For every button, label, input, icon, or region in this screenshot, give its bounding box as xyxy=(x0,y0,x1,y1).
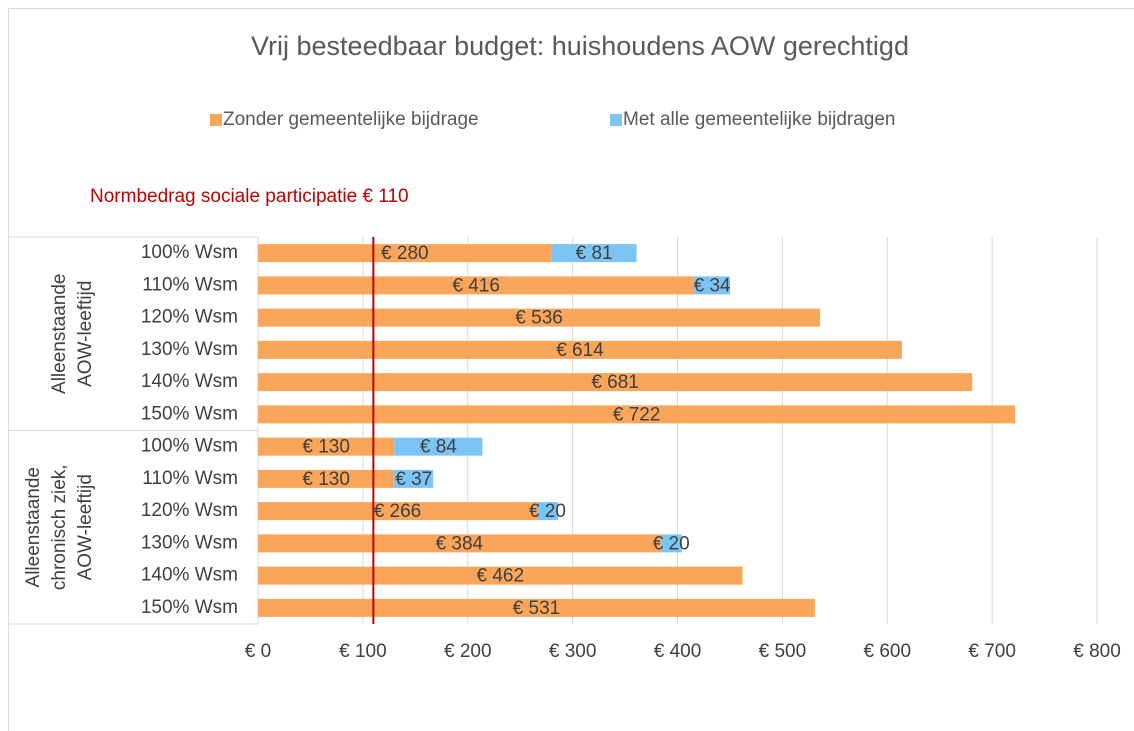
group-label: Alleenstaande xyxy=(23,467,44,587)
y-tick-label: 120% Wsm xyxy=(141,307,238,328)
y-tick-label: 110% Wsm xyxy=(142,468,238,489)
data-label: € 416 xyxy=(452,275,500,296)
bar xyxy=(258,598,815,617)
data-label: € 81 xyxy=(576,243,613,264)
bar xyxy=(394,469,434,488)
reference-label: Normbedrag sociale participatie € 110 xyxy=(90,186,409,207)
y-tick-label: 100% Wsm xyxy=(141,242,238,263)
bar xyxy=(660,534,682,553)
bar xyxy=(258,308,821,327)
x-tick-label: € 700 xyxy=(968,641,1016,662)
group-label: chronisch ziek, xyxy=(49,464,70,590)
chart-title: Vrij besteedbaar budget: huishoudens AOW… xyxy=(251,31,909,61)
data-label: € 130 xyxy=(302,437,350,458)
data-label: € 34 xyxy=(694,275,731,296)
data-label: € 531 xyxy=(513,598,561,619)
legend-swatch xyxy=(210,114,222,126)
y-tick-label: 140% Wsm xyxy=(141,565,238,586)
legend-swatch xyxy=(610,114,622,126)
data-label: € 266 xyxy=(374,501,422,522)
bar xyxy=(258,373,973,392)
x-tick-label: € 300 xyxy=(549,641,597,662)
y-tick-label: 110% Wsm xyxy=(142,274,238,295)
y-tick-label: 100% Wsm xyxy=(141,436,238,457)
data-label: € 722 xyxy=(613,404,661,425)
data-label: € 20 xyxy=(653,533,690,554)
data-label: € 536 xyxy=(515,308,563,329)
legend-label: Met alle gemeentelijke bijdragen xyxy=(623,109,896,130)
data-label: € 384 xyxy=(436,533,484,554)
data-label: € 614 xyxy=(556,340,604,361)
bar xyxy=(258,276,695,295)
x-tick-label: € 800 xyxy=(1073,641,1121,662)
data-label: € 280 xyxy=(381,243,429,264)
data-label: € 130 xyxy=(302,469,350,490)
y-tick-label: 150% Wsm xyxy=(141,403,238,424)
legend-label: Zonder gemeentelijke bijdrage xyxy=(223,109,479,130)
bar xyxy=(551,244,637,263)
bar xyxy=(536,502,558,521)
x-tick-label: € 0 xyxy=(245,641,271,662)
bar xyxy=(258,469,395,488)
y-tick-label: 130% Wsm xyxy=(141,532,238,553)
y-tick-label: 140% Wsm xyxy=(141,371,238,392)
x-tick-label: € 200 xyxy=(444,641,492,662)
bar xyxy=(258,437,395,456)
data-label: € 20 xyxy=(529,501,566,522)
x-tick-label: € 500 xyxy=(759,641,807,662)
x-tick-label: € 600 xyxy=(863,641,911,662)
y-tick-label: 130% Wsm xyxy=(141,339,238,360)
bar xyxy=(258,244,552,263)
data-label: € 681 xyxy=(591,372,639,393)
y-tick-label: 120% Wsm xyxy=(141,500,238,521)
bar xyxy=(258,566,743,585)
bar xyxy=(258,405,1016,424)
y-tick-label: 150% Wsm xyxy=(141,597,238,618)
group-label: AOW-leeftijd xyxy=(75,474,96,580)
bar xyxy=(258,534,661,553)
group-label: AOW-leeftijd xyxy=(75,281,96,387)
bar xyxy=(694,276,730,295)
data-label: € 462 xyxy=(476,566,524,587)
bar xyxy=(258,340,902,359)
data-label: € 37 xyxy=(395,469,432,490)
data-label: € 84 xyxy=(420,437,457,458)
x-tick-label: € 100 xyxy=(339,641,387,662)
group-label: Alleenstaande xyxy=(49,274,70,394)
x-tick-label: € 400 xyxy=(654,641,702,662)
bar xyxy=(258,502,537,521)
bar xyxy=(394,437,483,456)
